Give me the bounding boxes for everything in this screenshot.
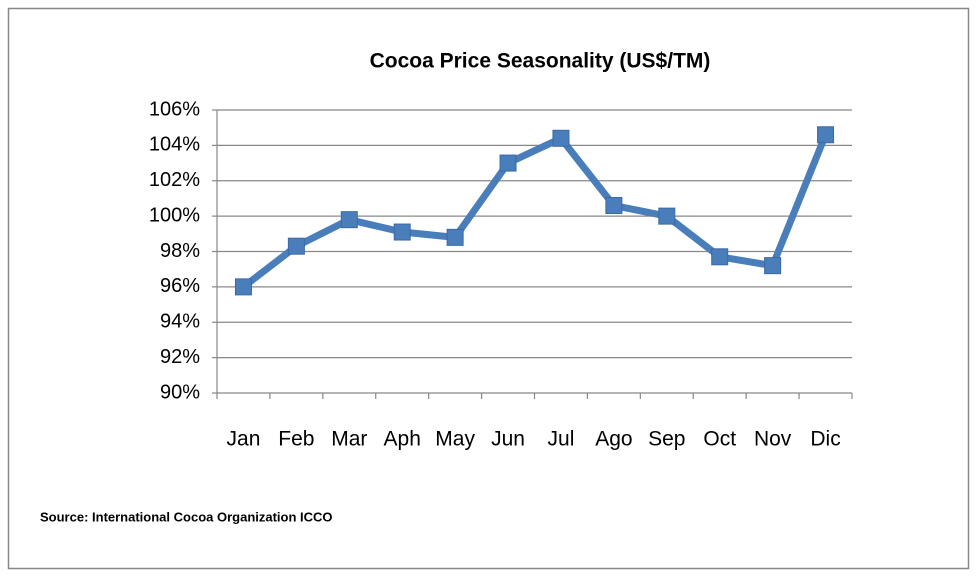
- data-point: [234, 278, 252, 296]
- x-tick-label: Jan: [227, 428, 261, 451]
- data-point: [499, 154, 517, 172]
- y-tick-label: 106%: [149, 98, 200, 120]
- y-tick-label: 102%: [149, 169, 200, 191]
- y-tick-label: 94%: [160, 311, 200, 333]
- data-point: [393, 223, 411, 241]
- x-tick-label: Jul: [548, 428, 575, 451]
- data-point: [764, 257, 782, 275]
- source-note: Source: International Cocoa Organization…: [40, 509, 333, 524]
- y-tick-label: 98%: [160, 240, 200, 262]
- chart-title: Cocoa Price Seasonality (US$/TM): [370, 50, 711, 73]
- data-point: [658, 207, 676, 225]
- data-point: [340, 211, 358, 229]
- y-tick-label: 100%: [149, 204, 200, 226]
- data-line: [241, 133, 829, 290]
- y-tick-label: 90%: [160, 381, 200, 403]
- y-tick-label: 92%: [160, 346, 200, 368]
- x-tick-label: Jun: [491, 428, 525, 451]
- chart-frame: [7, 7, 970, 570]
- x-tick-label: Dic: [810, 428, 840, 451]
- x-tick-label: Feb: [278, 428, 314, 451]
- data-point: [711, 248, 729, 266]
- x-tick-label: Nov: [754, 428, 792, 451]
- data-point: [446, 228, 464, 246]
- data-point: [817, 126, 835, 144]
- y-tick-label: 96%: [160, 275, 200, 297]
- x-tick-label: Ago: [595, 428, 632, 451]
- x-tick-label: Sep: [648, 428, 685, 451]
- x-tick-label: Oct: [703, 428, 736, 451]
- data-point: [287, 237, 305, 255]
- data-point: [552, 129, 570, 147]
- x-tick-label: May: [435, 428, 475, 451]
- data-point: [605, 197, 623, 215]
- y-tick-label: 104%: [149, 134, 200, 156]
- x-tick-label: Mar: [331, 428, 367, 451]
- x-tick-label: Aph: [384, 428, 421, 451]
